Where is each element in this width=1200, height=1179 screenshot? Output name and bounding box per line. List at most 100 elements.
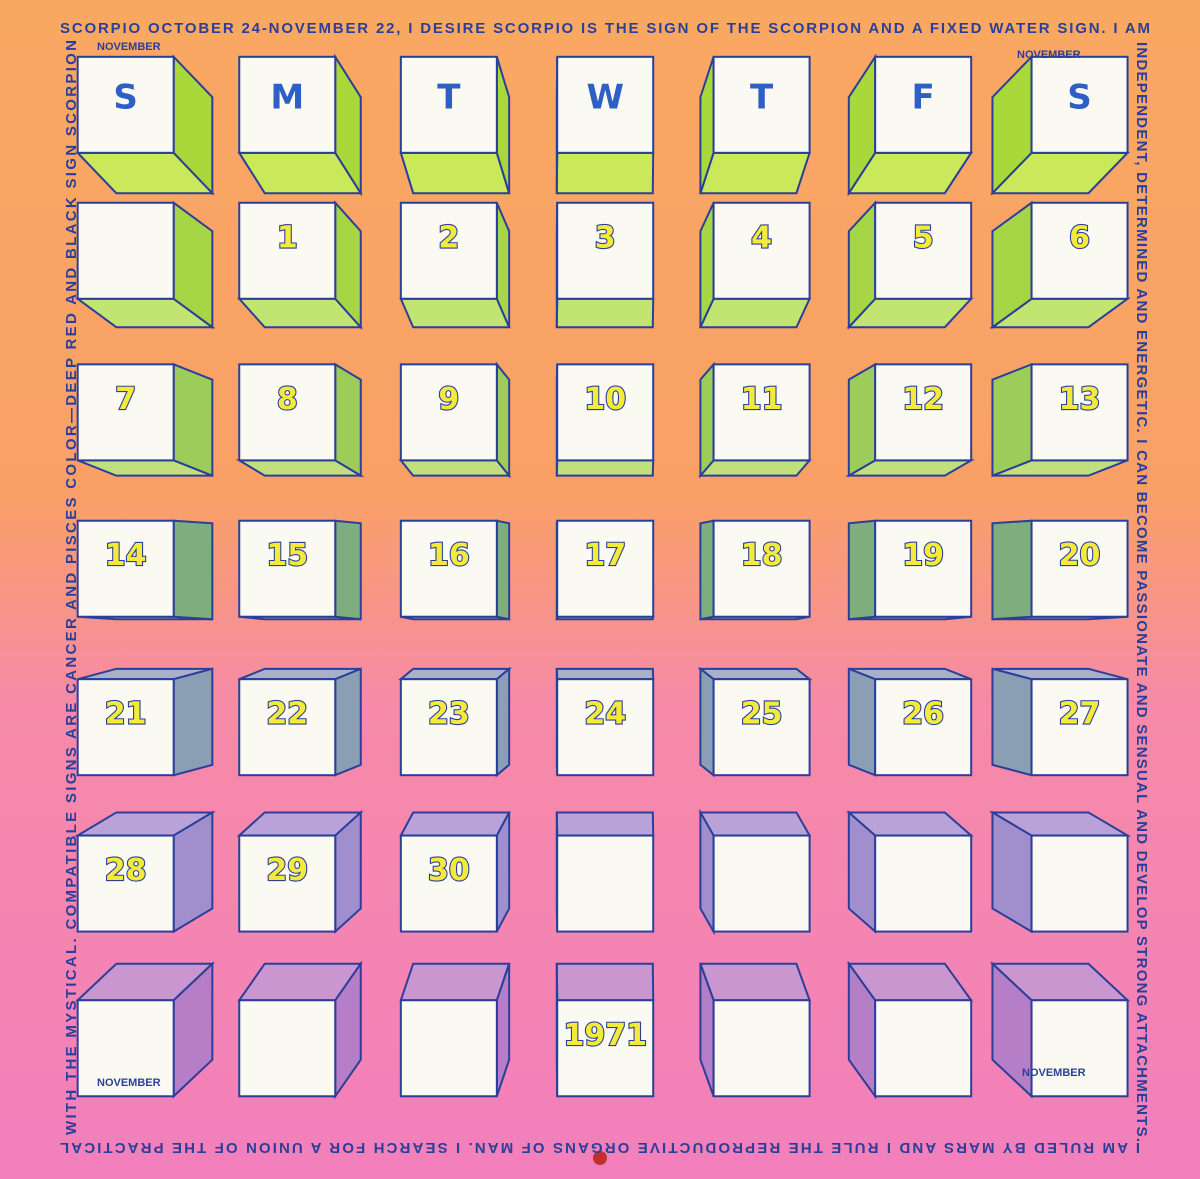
- cube-front: [874, 999, 973, 1098]
- cube-front: [76, 834, 175, 933]
- corner-label: NOVEMBER: [97, 1077, 161, 1089]
- border-left-text: WITH THE MYSTICAL. COMPATIBLE SIGNS ARE …: [63, 40, 80, 1135]
- cube-face: [698, 297, 812, 329]
- cube-face: [698, 459, 812, 477]
- day-number: 11: [741, 382, 783, 417]
- cube-face: [699, 519, 715, 621]
- cube: 23: [398, 666, 512, 778]
- cube-face: [555, 667, 655, 681]
- day-number: 24: [584, 697, 626, 732]
- cube-front: [874, 201, 973, 300]
- cube: 30: [399, 811, 511, 933]
- cube: [74, 200, 216, 330]
- cube-front: [874, 363, 973, 462]
- cube-front: [238, 678, 337, 777]
- cube-front: [1030, 201, 1129, 300]
- cube-face: [334, 362, 362, 478]
- cube: [989, 961, 1131, 1099]
- day-number: 1971: [563, 1018, 647, 1053]
- cube-front: [1030, 55, 1129, 154]
- cube: 24: [555, 667, 655, 777]
- day-number: 3: [595, 220, 616, 255]
- cube: [399, 962, 511, 1098]
- day-number: 9: [438, 382, 459, 417]
- day-number: 16: [428, 538, 470, 573]
- cube-face: [495, 519, 511, 621]
- weekday-label: T: [750, 77, 774, 117]
- cube-face: [697, 667, 813, 681]
- day-number: 18: [741, 538, 783, 573]
- cube: 20: [991, 519, 1129, 621]
- cube: 13: [991, 362, 1129, 478]
- cube: T: [399, 55, 511, 195]
- day-number: 28: [105, 853, 147, 888]
- cube: 25: [697, 666, 813, 778]
- cube: F: [846, 53, 974, 197]
- cube-face: [991, 519, 1033, 621]
- cube: 16: [399, 519, 511, 621]
- cube: [698, 808, 812, 936]
- day-number: 23: [428, 697, 470, 732]
- day-number: 5: [913, 220, 934, 255]
- cube-front: [874, 55, 973, 154]
- cube-front: [712, 201, 811, 300]
- day-number: 8: [277, 382, 298, 417]
- cube-front: [399, 519, 498, 618]
- weekday-label: W: [586, 77, 624, 117]
- cube-front: [874, 834, 973, 933]
- cube-face: [399, 811, 511, 837]
- cube-front: [556, 834, 655, 933]
- cube: 17: [555, 519, 655, 621]
- cube: [988, 810, 1132, 934]
- cube: 3: [555, 201, 655, 329]
- cube: [846, 810, 974, 934]
- cube-face: [698, 811, 812, 837]
- day-number: 6: [1069, 220, 1090, 255]
- cube: 5: [846, 200, 974, 330]
- cube-face: [699, 808, 715, 936]
- cube-front: [238, 55, 337, 154]
- day-number: 12: [902, 382, 944, 417]
- border-right-text: INDEPENDENT, DETERMINED AND ENERGETIC. I…: [1133, 42, 1150, 1142]
- day-number: 10: [584, 382, 626, 417]
- cube: 19: [847, 519, 973, 621]
- cube: 11: [698, 361, 812, 479]
- cube-face: [699, 666, 715, 778]
- cube-front: [76, 678, 175, 777]
- cube-front: [238, 834, 337, 933]
- cube-front: [712, 999, 811, 1098]
- cube-face: [398, 667, 512, 681]
- cube: S: [75, 54, 215, 196]
- day-number: 17: [584, 538, 626, 573]
- day-number: 1: [277, 220, 298, 255]
- border-top-text: SCORPIO OCTOBER 24-NOVEMBER 22, I DESIRE…: [60, 20, 1150, 37]
- cube: 27: [991, 667, 1129, 777]
- cube-face: [991, 362, 1033, 478]
- cube-face: [555, 459, 655, 477]
- day-number: 30: [428, 853, 470, 888]
- cube-front: [712, 519, 811, 618]
- cube-face: [698, 962, 812, 1002]
- cube-front: [1030, 834, 1129, 933]
- day-number: 15: [266, 538, 308, 573]
- hanging-hole: [593, 1151, 607, 1165]
- cube-front: [399, 55, 498, 154]
- weekday-label: T: [437, 77, 461, 117]
- cube-front: [556, 999, 655, 1098]
- cube: 1: [237, 200, 363, 330]
- cube: 14: [76, 519, 214, 621]
- cube: 15: [238, 519, 362, 621]
- cube-face: [555, 297, 655, 329]
- day-number: 21: [105, 697, 147, 732]
- cube: 6: [989, 200, 1131, 330]
- day-number: 2: [438, 220, 459, 255]
- cube-face: [847, 362, 877, 478]
- cube-front: [712, 678, 811, 777]
- cube-front: [238, 201, 337, 300]
- cube: 1971: [555, 962, 655, 1098]
- corner-label: NOVEMBER: [1017, 49, 1081, 61]
- cube-front: [238, 519, 337, 618]
- day-number: 7: [115, 382, 136, 417]
